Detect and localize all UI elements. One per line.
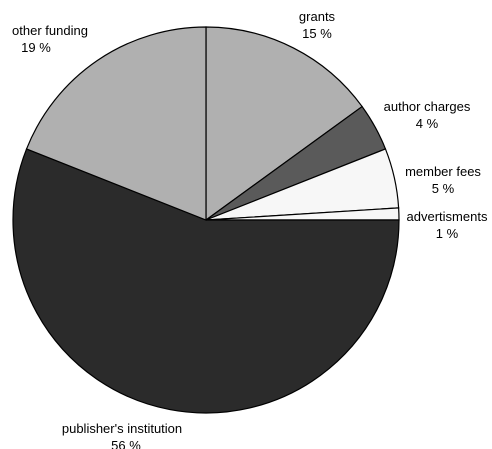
pie-slice-publisher-s-institution [12,148,400,414]
pie-slices [12,26,400,414]
pie-slice-grants [205,26,363,222]
pie-labels: grants 15 % author charges 4 % member fe… [12,9,488,449]
slice-value-other-funding: 19 % [21,40,51,55]
slice-value-member-fees: 5 % [432,181,455,196]
slice-label-advertisments: advertisments [407,209,488,224]
slice-label-grants: grants [299,9,336,24]
slice-label-member-fees: member fees [405,164,481,179]
slice-label-other-funding: other funding [12,23,88,38]
pie-slice-other-funding [25,26,207,221]
slice-label-author-charges: author charges [384,99,471,114]
slice-value-advertisments: 1 % [436,226,459,241]
slice-value-publishers-institution: 56 % [111,438,141,449]
slice-value-author-charges: 4 % [416,116,439,131]
slice-label-publishers-institution: publisher's institution [62,421,182,436]
slice-value-grants: 15 % [302,26,332,41]
